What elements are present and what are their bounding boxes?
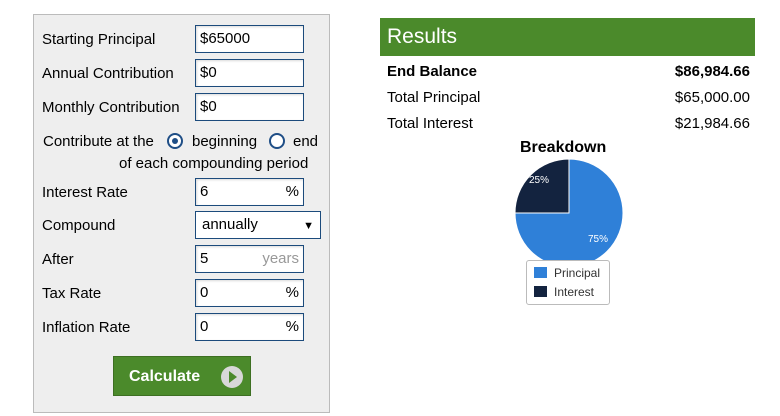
monthly-contribution-label: Monthly Contribution	[42, 99, 180, 116]
compound-label: Compound	[42, 217, 116, 234]
legend-swatch-interest	[534, 286, 547, 297]
end-balance-label: End Balance	[387, 63, 478, 80]
calculate-button[interactable]: Calculate	[113, 356, 251, 396]
contribute-label: Contribute at the	[43, 133, 154, 150]
calculate-label: Calculate	[129, 368, 201, 385]
inflation-rate-label: Inflation Rate	[42, 319, 131, 336]
interest-rate-value: 6	[200, 183, 209, 200]
pie-label-principal: 75%	[588, 234, 609, 245]
interest-rate-unit: %	[285, 183, 299, 200]
tax-rate-unit: %	[285, 284, 299, 301]
chart-legend: Principal Interest	[526, 260, 610, 305]
interest-rate-input[interactable]: 6 %	[195, 178, 304, 206]
pie-slice-interest	[514, 158, 570, 214]
legend-label-principal: Principal	[554, 266, 601, 280]
tax-rate-value: 0	[200, 284, 209, 301]
annual-contribution-value: $0	[200, 64, 217, 81]
total-interest-value: $21,984.66	[674, 115, 750, 132]
annual-contribution-input[interactable]: $0	[195, 59, 304, 87]
total-interest-label: Total Interest	[387, 115, 473, 132]
interest-rate-label: Interest Rate	[42, 184, 128, 201]
radio-beginning-label: beginning	[192, 133, 258, 150]
starting-principal-value: $65000	[200, 30, 251, 47]
monthly-contribution-input[interactable]: $0	[195, 93, 304, 121]
total-interest-row: Total Interest $21,984.66	[387, 115, 750, 132]
legend-swatch-principal	[534, 267, 547, 278]
monthly-contribution-value: $0	[200, 98, 217, 115]
inflation-rate-input[interactable]: 0 %	[195, 313, 304, 341]
end-balance-row: End Balance $86,984.66	[387, 63, 750, 80]
end-balance-value: $86,984.66	[674, 63, 750, 80]
chevron-down-icon: ▼	[303, 220, 314, 232]
tax-rate-label: Tax Rate	[42, 285, 102, 302]
after-input[interactable]: 5 years	[195, 245, 304, 273]
inflation-rate-unit: %	[285, 318, 299, 335]
after-value: 5	[200, 250, 209, 267]
after-unit: years	[262, 250, 299, 267]
results-header: Results	[380, 18, 755, 56]
tax-rate-input[interactable]: 0 %	[195, 279, 304, 307]
total-principal-label: Total Principal	[387, 89, 481, 106]
after-label: After	[42, 251, 74, 268]
radio-beginning[interactable]	[167, 133, 183, 149]
compound-value: annually	[202, 216, 258, 233]
total-principal-row: Total Principal $65,000.00	[387, 89, 750, 106]
calculator-form: Starting Principal $65000 Annual Contrib…	[33, 14, 330, 413]
starting-principal-input[interactable]: $65000	[195, 25, 304, 53]
breakdown-pie-chart	[514, 158, 624, 268]
compound-select[interactable]: annually ▼	[195, 211, 321, 239]
play-icon	[221, 366, 243, 388]
radio-end-label: end	[293, 133, 319, 150]
annual-contribution-label: Annual Contribution	[42, 65, 174, 82]
radio-end[interactable]	[269, 133, 285, 149]
starting-principal-label: Starting Principal	[42, 31, 156, 48]
total-principal-value: $65,000.00	[674, 89, 750, 106]
compounding-period-note: of each compounding period	[119, 155, 309, 172]
legend-label-interest: Interest	[554, 285, 595, 299]
chart-title: Breakdown	[520, 139, 607, 156]
pie-label-interest: 25%	[529, 175, 550, 186]
inflation-rate-value: 0	[200, 318, 209, 335]
